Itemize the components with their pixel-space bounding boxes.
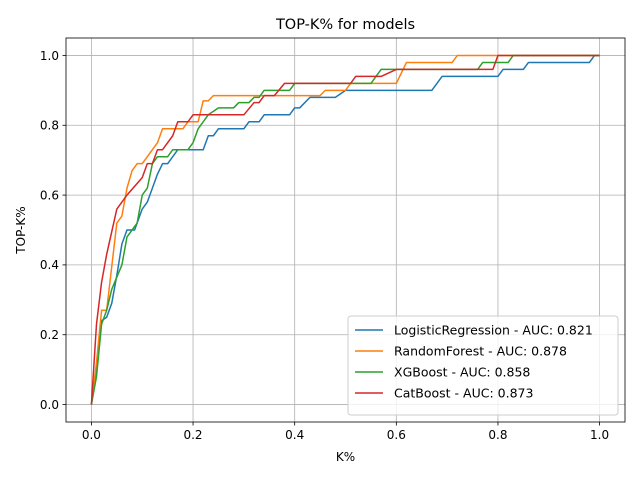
grid: [66, 38, 625, 422]
legend-label-1: RandomForest - AUC: 0.878: [394, 344, 567, 359]
plot-frame: [65, 37, 626, 423]
legend-label-2: XGBoost - AUC: 0.858: [394, 365, 530, 380]
series-line-2: [90, 54, 600, 405]
legend-label-3: CatBoost - AUC: 0.873: [394, 386, 533, 401]
y-tick-label: 1.0: [40, 49, 59, 63]
y-tick-label: 0.4: [40, 258, 59, 272]
x-axis-label: K%: [336, 450, 355, 464]
y-tick-label: 0.0: [40, 398, 59, 412]
y-tick-label: 0.2: [40, 328, 59, 342]
x-tick-label: 0.6: [387, 428, 406, 442]
legend: LogisticRegression - AUC: 0.821 RandomFor…: [347, 315, 619, 416]
x-tick-label: 1.0: [590, 428, 609, 442]
series-layer: [90, 54, 600, 405]
y-tick-label: 0.6: [40, 188, 59, 202]
x-tick-label: 0.8: [488, 428, 507, 442]
legend-box: [347, 315, 619, 416]
y-tick-label: 0.8: [40, 119, 59, 133]
chart-title: TOP-K% for models: [275, 17, 415, 33]
ticks: 0.0 0.2 0.4 0.6 0.8 1.0 0.0 0.2 0.4 0.6 0.8 1.0: [40, 49, 609, 442]
x-tick-label: 0.0: [82, 428, 101, 442]
series-line-3: [90, 54, 600, 405]
y-axis-label: TOP-K%: [14, 206, 28, 254]
x-tick-label: 0.2: [183, 428, 202, 442]
series-line-0: [90, 54, 600, 405]
x-tick-label: 0.4: [285, 428, 304, 442]
legend-label-0: LogisticRegression - AUC: 0.821: [394, 323, 593, 338]
